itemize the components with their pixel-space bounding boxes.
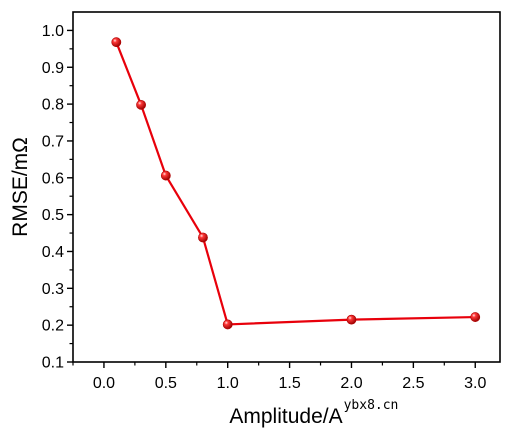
x-tick-label: 1.5 — [278, 375, 300, 392]
series-layer — [111, 37, 481, 330]
watermark-text: ybx8.cn — [344, 398, 399, 413]
x-axis-title: Amplitude/A — [229, 405, 342, 428]
data-point — [222, 319, 233, 330]
y-tick-label: 0.8 — [42, 97, 64, 114]
data-point — [136, 99, 146, 110]
x-tick-label: 0.0 — [93, 375, 115, 392]
x-axis: 0.0 0.5 1.0 1.5 2.0 2.5 3.0 — [72, 362, 486, 392]
y-tick-label: 0.9 — [42, 60, 64, 77]
x-tick-label: 3.0 — [464, 375, 486, 392]
data-point — [470, 312, 481, 322]
data-point — [111, 37, 122, 48]
y-tick-label: 0.6 — [42, 170, 64, 187]
data-point — [346, 314, 357, 325]
y-tick-label: 0.2 — [42, 318, 64, 335]
x-tick-label: 0.5 — [155, 375, 177, 392]
y-tick-label: 0.5 — [42, 207, 64, 224]
y-tick-label: 0.4 — [42, 244, 64, 261]
data-point — [160, 170, 171, 181]
x-tick-label: 2.5 — [402, 375, 424, 392]
y-axis-title: RMSE/mΩ — [9, 137, 32, 237]
x-tick-label: 2.0 — [340, 375, 362, 392]
y-tick-label: 0.7 — [42, 133, 64, 150]
plot-frame — [72, 11, 501, 363]
y-tick-label: 0.1 — [42, 355, 64, 372]
y-tick-label: 1.0 — [42, 23, 64, 40]
data-point — [198, 232, 208, 243]
series-line — [115, 41, 476, 326]
y-axis: 0.1 0.2 0.3 0.4 0.5 0.6 0.7 0.8 0.9 1.0 — [42, 23, 73, 372]
x-tick-label: 1.0 — [217, 375, 239, 392]
y-tick-label: 0.3 — [42, 281, 64, 298]
